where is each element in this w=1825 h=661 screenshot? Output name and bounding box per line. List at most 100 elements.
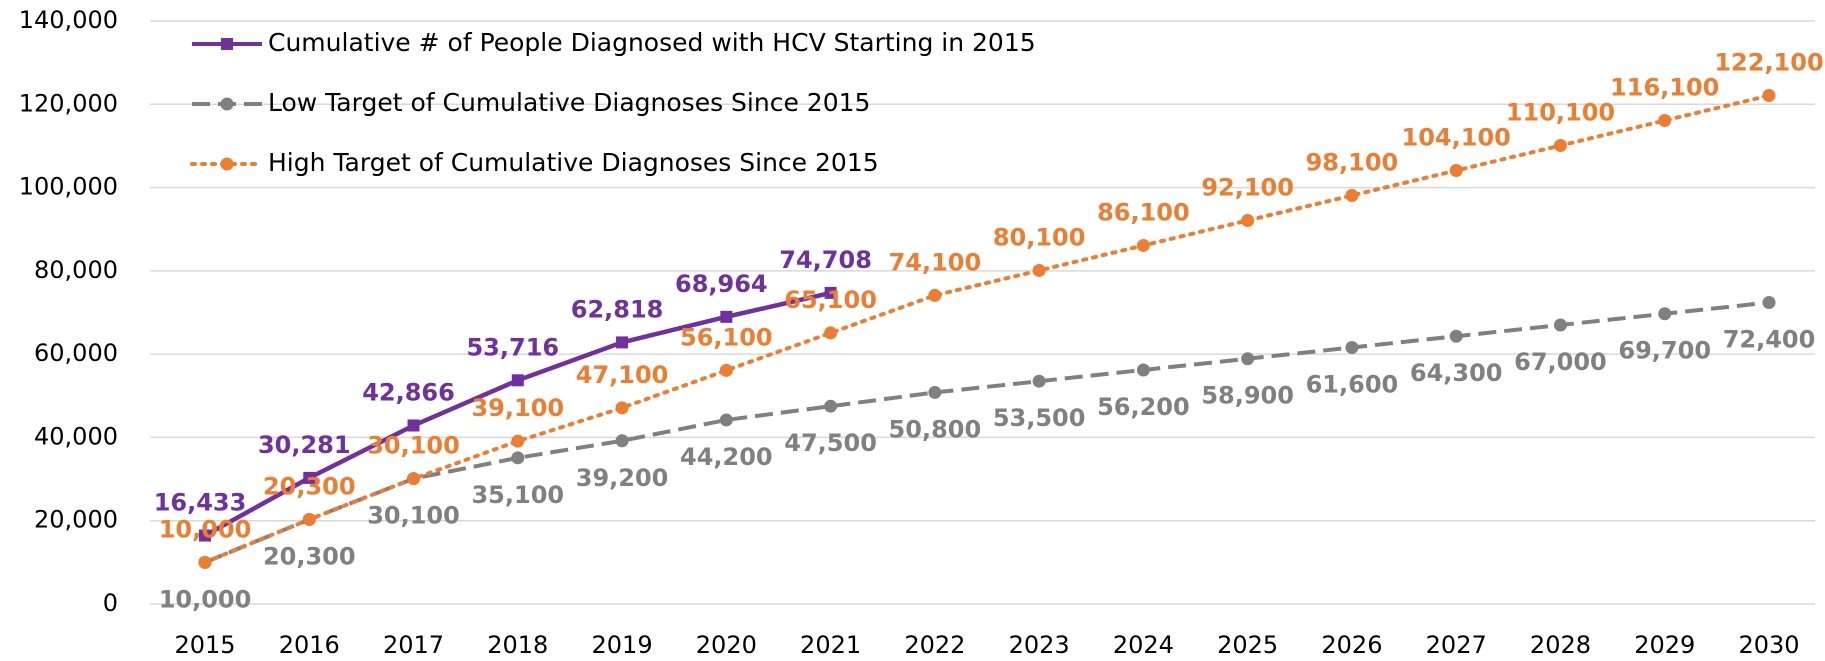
data-label: 47,500: [784, 429, 877, 457]
data-point: [1345, 340, 1359, 354]
data-label: 104,100: [1402, 123, 1511, 151]
data-label: 69,700: [1618, 337, 1711, 365]
data-label: 20,300: [263, 472, 356, 500]
data-label: 56,100: [680, 323, 773, 351]
y-tick-label: 40,000: [34, 422, 118, 450]
x-tick-label: 2023: [1009, 631, 1070, 659]
data-label: 67,000: [1514, 348, 1607, 376]
data-point: [1658, 114, 1672, 128]
data-label: 39,200: [576, 464, 669, 492]
data-label: 30,281: [258, 431, 351, 459]
data-point: [198, 555, 212, 569]
data-point: [1345, 188, 1359, 202]
data-label: 80,100: [993, 223, 1086, 251]
x-tick-label: 2022: [904, 631, 965, 659]
legend-marker: [220, 157, 234, 171]
data-point: [719, 363, 733, 377]
legend-label: High Target of Cumulative Diagnoses Sinc…: [268, 148, 879, 177]
data-point: [407, 472, 421, 486]
data-label: 62,818: [571, 295, 664, 323]
data-label: 74,708: [779, 246, 872, 274]
data-label: 122,100: [1714, 49, 1823, 77]
x-tick-label: 2025: [1217, 631, 1278, 659]
data-point: [407, 419, 420, 432]
data-label: 68,964: [675, 270, 768, 298]
data-label: 61,600: [1306, 370, 1399, 398]
data-label: 53,500: [993, 404, 1086, 432]
data-point: [720, 310, 733, 323]
data-point: [1762, 296, 1776, 310]
x-tick-label: 2015: [174, 631, 235, 659]
data-point: [1553, 318, 1567, 332]
x-tick-label: 2019: [592, 631, 653, 659]
data-point: [719, 413, 733, 427]
data-point: [615, 434, 629, 448]
data-point: [1032, 263, 1046, 277]
legend-label: Cumulative # of People Diagnosed with HC…: [268, 28, 1036, 57]
data-point: [1241, 213, 1255, 227]
data-label: 64,300: [1410, 359, 1503, 387]
data-label: 10,000: [159, 515, 252, 543]
legend-marker: [221, 38, 233, 50]
data-point: [303, 471, 316, 484]
data-point: [1658, 307, 1672, 321]
data-label: 92,100: [1201, 173, 1294, 201]
data-label: 10,000: [159, 585, 252, 613]
data-point: [928, 288, 942, 302]
data-point: [1136, 238, 1150, 252]
data-point: [824, 286, 837, 299]
data-point: [199, 529, 211, 542]
y-tick-label: 60,000: [34, 339, 118, 367]
data-label: 116,100: [1610, 74, 1719, 102]
data-point: [928, 385, 942, 399]
data-label: 44,200: [680, 443, 773, 471]
data-point: [1449, 163, 1463, 177]
y-tick-label: 80,000: [34, 256, 118, 284]
y-tick-label: 140,000: [19, 6, 118, 34]
x-tick-label: 2028: [1530, 631, 1591, 659]
y-tick-label: 120,000: [19, 89, 118, 117]
data-label: 30,100: [367, 502, 460, 530]
x-tick-label: 2024: [1113, 631, 1174, 659]
y-tick-label: 0: [103, 589, 118, 617]
x-tick-label: 2029: [1634, 631, 1695, 659]
data-point: [1553, 139, 1567, 153]
data-point: [511, 374, 524, 387]
data-label: 30,100: [367, 432, 460, 460]
y-tick-label: 20,000: [34, 506, 118, 534]
legend-label: Low Target of Cumulative Diagnoses Since…: [268, 88, 870, 117]
data-label: 74,100: [889, 248, 982, 276]
series-line: [204, 300, 1770, 565]
data-label: 53,716: [466, 333, 559, 361]
data-point: [511, 451, 525, 465]
data-point: [824, 326, 838, 340]
data-label: 98,100: [1306, 148, 1399, 176]
data-label: 58,900: [1201, 382, 1294, 410]
data-label: 50,800: [889, 415, 982, 443]
data-point: [1032, 374, 1046, 388]
data-point: [1241, 352, 1255, 366]
x-tick-label: 2026: [1321, 631, 1382, 659]
legend-marker: [220, 97, 234, 111]
data-label: 65,100: [784, 286, 877, 314]
data-point: [1136, 363, 1150, 377]
data-label: 110,100: [1506, 99, 1615, 127]
data-label: 47,100: [576, 361, 669, 389]
data-point: [1449, 329, 1463, 343]
data-point: [615, 401, 629, 415]
data-label: 72,400: [1723, 326, 1816, 354]
x-tick-label: 2027: [1426, 631, 1487, 659]
data-label: 35,100: [471, 481, 564, 509]
data-point: [616, 336, 629, 349]
x-tick-label: 2018: [487, 631, 548, 659]
data-label: 86,100: [1097, 198, 1190, 226]
data-label: 42,866: [362, 378, 455, 406]
x-tick-label: 2020: [696, 631, 757, 659]
data-point: [511, 434, 525, 448]
data-point: [1762, 89, 1776, 103]
data-label: 39,100: [471, 394, 564, 422]
data-label: 56,200: [1097, 393, 1190, 421]
x-tick-label: 2017: [383, 631, 444, 659]
x-tick-label: 2021: [800, 631, 861, 659]
